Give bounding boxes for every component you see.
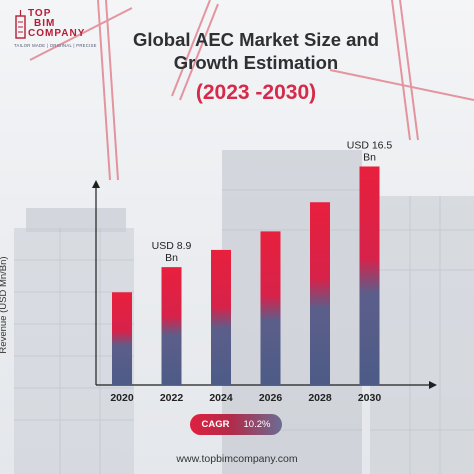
data-label-2030: USD 16.5 Bn <box>347 139 393 163</box>
data-label-2022: USD 8.9 Bn <box>152 240 192 264</box>
chart-subtitle: (2023 -2030) <box>195 81 317 104</box>
logo-word-1: TOP <box>28 8 52 19</box>
y-axis-arrow-icon <box>92 180 100 188</box>
x-tick-label-2026: 2026 <box>259 392 283 404</box>
bar-2024 <box>211 249 231 385</box>
website-url: www.topbimcompany.com <box>176 453 298 465</box>
brand-logo: TOP BIM COMPANY TAILOR MADE | ORIGINAL |… <box>14 6 124 54</box>
cagr-badge: CAGR 10.2% <box>190 414 282 435</box>
x-tick-label-2030: 2030 <box>358 392 382 404</box>
building-logo-icon <box>15 10 26 39</box>
bar-2026 <box>260 231 281 385</box>
x-tick-label-2024: 2024 <box>209 392 233 404</box>
logo-word-3: COMPANY <box>28 28 86 39</box>
x-tick-label-2028: 2028 <box>308 392 332 404</box>
bar-2028 <box>310 202 330 385</box>
logo-word-2: BIM <box>34 18 56 29</box>
bar-2022 <box>161 267 182 385</box>
x-tick-label-2022: 2022 <box>160 392 184 404</box>
bar-2030 <box>359 166 380 385</box>
x-tick-label-2020: 2020 <box>110 392 134 404</box>
x-axis-arrow-icon <box>429 381 437 389</box>
bar-2020 <box>112 292 132 385</box>
cagr-label: CAGR <box>201 418 230 430</box>
chart-title: Global AEC Market Size and Growth Estima… <box>132 29 380 73</box>
logo-tagline: TAILOR MADE | ORIGINAL | PRECISE <box>14 43 97 48</box>
cagr-value: 10.2% <box>243 418 271 430</box>
